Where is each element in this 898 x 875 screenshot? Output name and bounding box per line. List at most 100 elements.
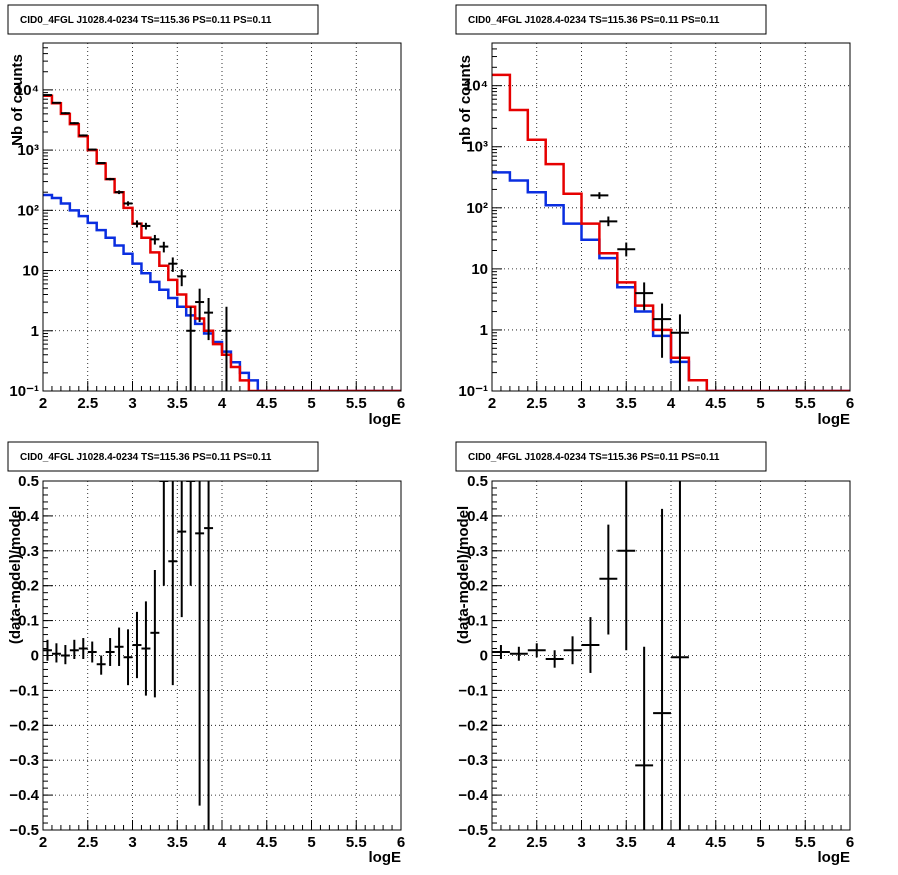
data-point <box>492 645 510 659</box>
data-point <box>78 638 88 659</box>
data-point <box>581 617 600 673</box>
data-point <box>43 639 52 661</box>
plot-area <box>43 481 401 830</box>
y-tick-label: −0.2 <box>458 717 488 734</box>
y-tick-label: 1 <box>480 322 488 339</box>
y-tick-label: −0.1 <box>9 682 39 699</box>
plot-title-box <box>455 441 767 472</box>
data-point <box>60 645 70 665</box>
data-point <box>599 524 618 635</box>
data-point <box>159 481 169 586</box>
data-point <box>563 636 582 665</box>
data-point <box>653 303 671 358</box>
y-tick-label: 10⁴ <box>464 78 488 95</box>
plot-title-box <box>455 4 767 35</box>
residual-plot-right: CID0_4FGL J1028.4-0234 TS=115.36 PS=0.11… <box>455 441 854 866</box>
x-tick-label: 2.5 <box>526 834 547 851</box>
data-point <box>635 282 654 311</box>
data-point <box>123 201 133 206</box>
x-tick-label: 4 <box>667 395 676 412</box>
data-point <box>671 314 689 391</box>
x-tick-label: 4.5 <box>705 834 726 851</box>
data-point <box>60 112 70 115</box>
data-point <box>195 288 205 322</box>
data-point <box>617 242 636 257</box>
data-point <box>177 269 187 287</box>
data-point <box>527 643 546 658</box>
y-tick-label: 10⁻¹ <box>458 383 488 400</box>
y-tick-label: 0.1 <box>467 613 488 630</box>
series-layer <box>492 73 850 391</box>
data-point <box>69 639 79 659</box>
plot-title: CID0_4FGL J1028.4-0234 TS=115.36 PS=0.11… <box>20 452 272 463</box>
data-point <box>671 481 689 830</box>
x-tick-label: 3.5 <box>616 834 637 851</box>
y-tick-label: 1 <box>31 323 39 340</box>
y-tick-label: 0.3 <box>18 543 39 560</box>
y-tick-label: 10 <box>22 263 39 280</box>
plot-title: CID0_4FGL J1028.4-0234 TS=115.36 PS=0.11… <box>20 15 272 26</box>
x-tick-label: 5 <box>756 395 764 412</box>
data-point <box>195 481 205 806</box>
x-tick-label: 5.5 <box>795 834 816 851</box>
data-point <box>132 611 142 679</box>
data-point <box>168 257 178 272</box>
x-tick-label: 5.5 <box>346 834 367 851</box>
data-point <box>168 481 178 686</box>
data-point <box>114 627 124 666</box>
data-point <box>123 629 133 686</box>
data-point <box>204 298 214 341</box>
y-tick-label: −0.5 <box>458 822 488 839</box>
x-tick-label: 2 <box>39 834 47 851</box>
data-point <box>545 650 564 668</box>
plot-title-box <box>7 4 319 35</box>
y-axis-title: (data-model)/model <box>455 506 472 644</box>
y-axis-title: Nb of counts <box>9 54 26 146</box>
x-tick-label: 2 <box>488 834 496 851</box>
y-tick-label: 0.3 <box>467 543 488 560</box>
y-tick-label: 0.2 <box>18 578 39 595</box>
data-point <box>222 306 231 391</box>
x-tick-label: 2.5 <box>77 834 98 851</box>
x-tick-label: 6 <box>846 395 854 412</box>
plot-frame <box>42 480 402 831</box>
x-tick-label: 2.5 <box>77 395 98 412</box>
x-tick-label: 4.5 <box>256 395 277 412</box>
data-point <box>617 481 636 651</box>
data-point <box>96 162 106 165</box>
x-tick-label: 4 <box>667 834 676 851</box>
y-tick-label: 10⁴ <box>15 82 39 99</box>
y-tick-label: 0.2 <box>467 578 488 595</box>
plot-frame <box>491 480 851 831</box>
x-tick-label: 3 <box>577 834 585 851</box>
data-point <box>159 241 169 253</box>
x-axis-title: logE <box>369 411 402 428</box>
data-point <box>96 655 106 675</box>
y-tick-label: 10³ <box>466 139 488 156</box>
data-point <box>87 148 97 151</box>
y-axis-title: nb of counts <box>457 55 474 145</box>
x-axis-title: logE <box>818 849 851 866</box>
data-point <box>599 216 618 227</box>
x-tick-label: 4.5 <box>256 834 277 851</box>
x-axis-title: logE <box>818 411 851 428</box>
x-tick-label: 5 <box>307 395 315 412</box>
x-tick-label: 2.5 <box>526 395 547 412</box>
y-tick-label: 10 <box>471 261 488 278</box>
plot-area <box>43 43 401 391</box>
x-tick-label: 5 <box>307 834 315 851</box>
y-tick-label: −0.3 <box>9 752 39 769</box>
data-point <box>43 94 52 97</box>
data-point <box>87 641 97 663</box>
x-tick-label: 6 <box>846 834 854 851</box>
x-tick-label: 4.5 <box>705 395 726 412</box>
x-tick-label: 2 <box>488 395 496 412</box>
model-histogram-line <box>492 73 850 391</box>
plot-title-box <box>7 441 319 472</box>
data-point <box>186 306 196 391</box>
counts-plot-left: CID0_4FGL J1028.4-0234 TS=115.36 PS=0.11… <box>7 4 405 428</box>
series-layer <box>43 481 214 830</box>
y-tick-label: 10² <box>466 200 488 217</box>
y-tick-label: −0.5 <box>9 822 39 839</box>
